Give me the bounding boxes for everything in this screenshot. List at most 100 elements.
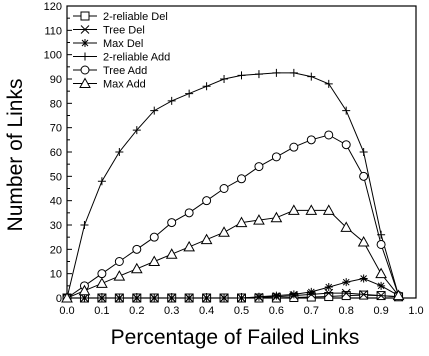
- data-point: [253, 214, 265, 225]
- x-tick-label: 0.1: [94, 305, 109, 317]
- data-point: [359, 171, 369, 181]
- y-tick-label: 80: [50, 98, 62, 110]
- data-point: [307, 287, 316, 296]
- x-tick-label: 0.5: [234, 305, 249, 317]
- data-point: [167, 96, 176, 105]
- data-point: [185, 89, 194, 98]
- legend-marker: [79, 77, 91, 88]
- data-point: [220, 75, 229, 83]
- x-tick-label: 0.2: [129, 305, 144, 317]
- data-point: [324, 130, 334, 140]
- y-tick-label: 10: [50, 269, 62, 281]
- data-point: [202, 82, 211, 91]
- data-point: [359, 274, 368, 283]
- data-point: [149, 232, 159, 242]
- y-tick-label: 110: [44, 25, 62, 37]
- data-point: [359, 289, 369, 299]
- data-point: [132, 244, 142, 254]
- x-tick-label: 0.6: [269, 305, 284, 317]
- data-point: [61, 291, 73, 303]
- legend-marker: [80, 11, 90, 21]
- data-point: [270, 211, 283, 223]
- data-point: [376, 291, 386, 300]
- data-point: [306, 135, 316, 145]
- data-point: [254, 292, 263, 301]
- y-tick-label: 70: [50, 123, 62, 135]
- data-point: [289, 142, 299, 152]
- data-point: [392, 289, 405, 301]
- data-point: [148, 255, 161, 266]
- data-point: [254, 70, 263, 79]
- data-point: [78, 284, 91, 296]
- data-point: [322, 204, 335, 215]
- data-point: [357, 236, 370, 247]
- series-line: [66, 134, 400, 299]
- data-point: [114, 257, 124, 266]
- data-point: [324, 288, 334, 298]
- legend-item: Max Add: [73, 77, 146, 91]
- y-tick-label: 20: [50, 244, 62, 256]
- y-tick-label: 60: [50, 147, 62, 159]
- data-point: [115, 148, 124, 156]
- data-point: [200, 233, 213, 245]
- data-point: [254, 162, 264, 172]
- y-tick-label: 50: [50, 171, 62, 183]
- legend-item: Tree Del: [73, 25, 145, 37]
- y-tick-label: 40: [50, 196, 62, 208]
- data-point: [167, 218, 177, 228]
- data-point: [165, 248, 178, 259]
- data-point: [359, 148, 368, 156]
- legend-item: Max Del: [73, 38, 143, 50]
- data-point: [237, 174, 246, 184]
- legend-label: 2-reliable Del: [103, 11, 168, 23]
- data-point: [150, 294, 159, 302]
- data-point: [324, 79, 333, 88]
- data-point: [150, 106, 159, 115]
- legend-label: Max Add: [103, 79, 146, 91]
- data-point: [288, 204, 300, 215]
- data-point: [218, 226, 230, 237]
- legend-item: 2-reliable Add: [73, 52, 170, 64]
- data-point: [184, 208, 194, 218]
- data-point: [220, 294, 229, 302]
- y-tick-label: 90: [50, 74, 62, 86]
- data-point: [185, 294, 194, 302]
- data-point: [289, 290, 298, 299]
- y-tick-label: 0: [56, 293, 62, 305]
- y-tick-label: 30: [50, 220, 62, 232]
- x-tick-label: 0.7: [304, 305, 319, 317]
- legend-marker: [81, 39, 89, 47]
- data-point: [183, 240, 195, 252]
- data-point: [96, 277, 108, 288]
- x-tick-label: 0.9: [373, 305, 388, 317]
- series-max-add: [61, 204, 405, 303]
- data-point: [324, 283, 333, 292]
- legend-item: 2-reliable Del: [73, 11, 168, 23]
- legend-marker: [80, 65, 90, 75]
- data-point: [97, 177, 106, 186]
- series-2-reliable-del: [62, 290, 404, 303]
- data-point: [305, 204, 318, 215]
- data-point: [376, 239, 386, 249]
- data-point: [341, 291, 351, 301]
- data-point: [235, 216, 248, 228]
- series-line: [66, 209, 399, 299]
- y-tick-label: 120: [44, 1, 62, 13]
- data-point: [97, 294, 106, 302]
- data-point: [340, 221, 353, 232]
- y-tick-label: 100: [44, 50, 62, 62]
- data-point: [341, 288, 351, 298]
- data-point: [132, 294, 141, 302]
- series-line: [66, 72, 400, 299]
- legend-label: Tree Del: [103, 25, 145, 37]
- y-axis-label: Number of Links: [4, 79, 27, 232]
- y-axis-ticks: 0 10 20 30 40 50 60 70 80 90 100 110 120: [44, 1, 72, 305]
- x-axis-label: Percentage of Failed Links: [111, 326, 360, 349]
- data-point: [342, 278, 351, 287]
- data-point: [80, 294, 89, 302]
- x-tick-label: 0.0: [59, 305, 74, 317]
- legend-item: Tree Add: [73, 65, 147, 77]
- legend-marker: [81, 52, 89, 61]
